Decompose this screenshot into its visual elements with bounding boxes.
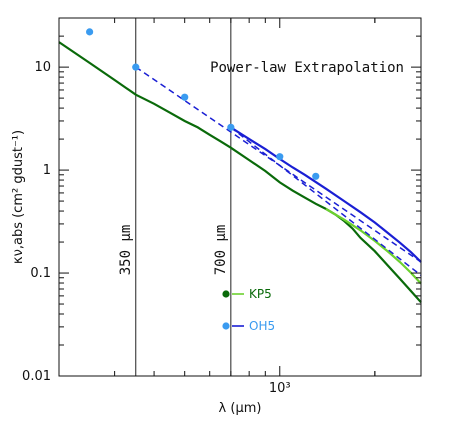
vertical-line-label-700: 700 μm (213, 225, 229, 276)
tick-labels: 0.01 0.1 1 10 10³ (22, 60, 291, 396)
y-axis-label: κν,abs (cm² gdust⁻¹) (11, 130, 26, 264)
y-tick-label: 0.1 (30, 266, 51, 281)
series-layer (58, 41, 422, 304)
legend-label-oh5: OH5 (249, 319, 275, 333)
x-axis-label: λ (μm) (219, 401, 262, 416)
chart-title: Power-law Extrapolation (210, 60, 404, 76)
reference-line-labels: 350 μm 700 μm (118, 225, 229, 276)
plot-frame (58, 17, 422, 377)
points-layer (86, 28, 320, 180)
series-line-oh5-extrapolation-700 (230, 126, 422, 276)
series-line-kp5-power-law (325, 207, 422, 285)
legend: KP5 OH5 (222, 287, 275, 333)
series-line-oh5 (230, 126, 422, 263)
legend-marker-oh5 (222, 322, 230, 330)
data-point-oh5-3 (227, 123, 235, 131)
data-point-oh5-4 (276, 153, 284, 161)
x-tick-label: 10³ (269, 381, 291, 396)
y-tick-label: 1 (43, 163, 51, 178)
data-point-oh5-0 (86, 28, 94, 36)
y-tick-label: 0.01 (22, 369, 51, 384)
axis-ticks (58, 17, 421, 377)
data-point-oh5-2 (181, 93, 189, 101)
reference-lines (135, 18, 232, 376)
vertical-line-label-350: 350 μm (118, 225, 134, 276)
series-line-kp5 (58, 41, 422, 304)
y-tick-label: 10 (34, 60, 51, 75)
legend-marker-kp5 (222, 290, 230, 298)
legend-label-kp5: KP5 (249, 287, 272, 301)
data-point-oh5-1 (132, 63, 140, 71)
data-point-oh5-5 (312, 172, 320, 180)
